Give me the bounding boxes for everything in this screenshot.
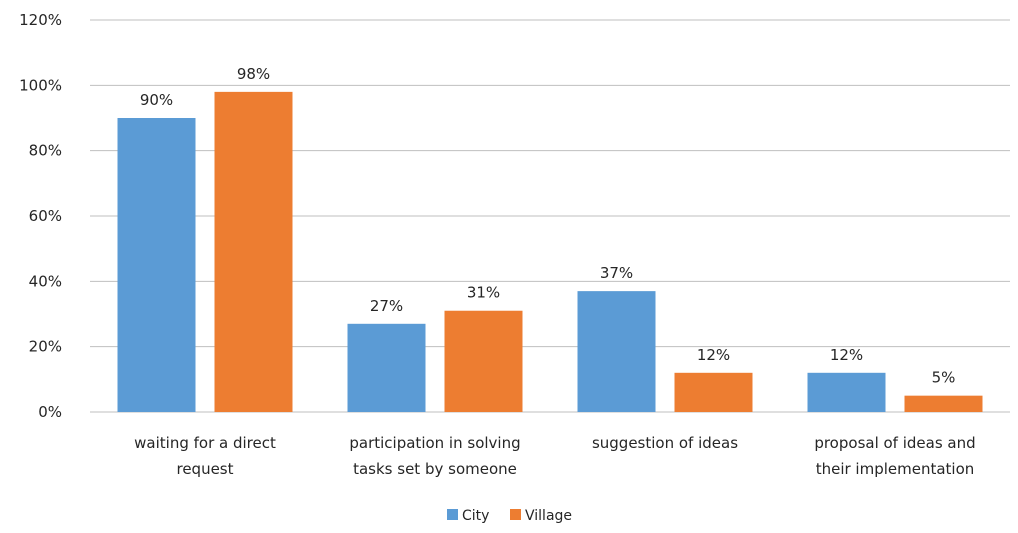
bar-village-2	[444, 310, 523, 412]
data-label-city-2: 27%	[370, 297, 403, 315]
bar-city-1	[117, 118, 196, 412]
data-label-city-4: 12%	[830, 346, 863, 364]
y-tick-label: 0%	[38, 403, 62, 421]
y-tick-label: 80%	[29, 142, 62, 160]
y-axis-tick-labels: 0% 20% 40% 60% 80% 100% 120%	[19, 11, 62, 421]
data-label-village-1: 98%	[237, 65, 270, 83]
category-label: proposal of ideas and their implementatio…	[814, 434, 975, 478]
legend-swatch-village	[510, 509, 521, 520]
legend-label-city: City	[462, 508, 489, 524]
bars	[117, 91, 983, 412]
legend-label-village: Village	[525, 508, 572, 524]
legend: City Village	[447, 508, 572, 524]
bar-city-2	[347, 323, 426, 412]
category-label: suggestion of ideas	[592, 434, 738, 452]
y-tick-label: 120%	[19, 11, 62, 29]
data-label-city-3: 37%	[600, 264, 633, 282]
x-axis-category-labels: waiting for a direct request participation…	[134, 434, 976, 478]
bar-village-1	[214, 91, 293, 412]
y-tick-label: 20%	[29, 338, 62, 356]
data-labels: 90% 98% 27% 31% 37% 12% 12% 5%	[140, 65, 956, 387]
data-label-village-3: 12%	[697, 346, 730, 364]
bar-city-4	[807, 372, 886, 412]
legend-swatch-city	[447, 509, 458, 520]
bar-village-3	[674, 372, 753, 412]
data-label-village-4: 5%	[932, 369, 956, 387]
y-tick-label: 100%	[19, 76, 62, 94]
data-label-city-1: 90%	[140, 91, 173, 109]
category-label: waiting for a direct request	[134, 434, 276, 478]
bar-village-4	[904, 395, 983, 412]
bar-city-3	[577, 291, 656, 412]
y-tick-label: 40%	[29, 272, 62, 290]
category-label: participation in solving tasks set by som…	[349, 434, 520, 478]
y-tick-label: 60%	[29, 207, 62, 225]
data-label-village-2: 31%	[467, 284, 500, 302]
